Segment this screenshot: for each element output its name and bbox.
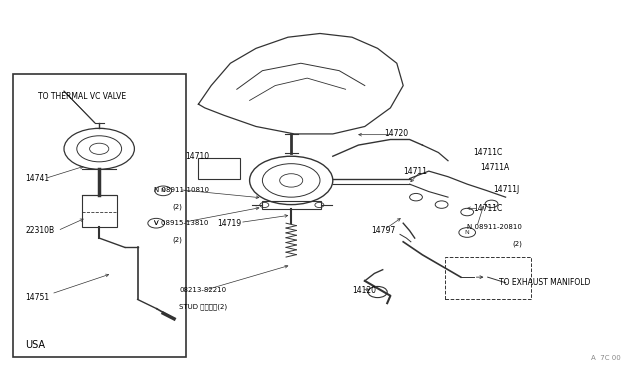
Text: 14711C: 14711C: [474, 148, 503, 157]
Text: 14710: 14710: [186, 152, 210, 161]
Text: 14120: 14120: [352, 286, 376, 295]
Bar: [445, 257, 531, 299]
Bar: [198, 158, 240, 179]
Text: (2): (2): [173, 203, 182, 210]
Text: (2): (2): [512, 240, 522, 247]
Text: N 08911-20810: N 08911-20810: [467, 224, 522, 230]
Text: 14711A: 14711A: [480, 163, 509, 172]
Text: 14711: 14711: [403, 167, 428, 176]
Text: 14797: 14797: [371, 226, 396, 235]
Text: 14751: 14751: [26, 293, 50, 302]
Text: 14711J: 14711J: [493, 185, 519, 194]
Text: A  7C 00: A 7C 00: [591, 355, 621, 361]
Bar: [82, 195, 117, 227]
Text: 14741: 14741: [26, 174, 50, 183]
Text: 08213-82210: 08213-82210: [179, 287, 227, 293]
Text: 22310B: 22310B: [26, 226, 55, 235]
Text: 14711C: 14711C: [474, 204, 503, 213]
Text: N 08911-10810: N 08911-10810: [154, 187, 209, 193]
Text: TO THERMAL VC VALVE: TO THERMAL VC VALVE: [38, 92, 127, 101]
Text: 14719: 14719: [218, 219, 242, 228]
Text: TO EXHAUST MANIFOLD: TO EXHAUST MANIFOLD: [499, 278, 591, 287]
Text: 14720: 14720: [384, 129, 408, 138]
Text: V: V: [154, 221, 158, 226]
Text: USA: USA: [26, 340, 45, 350]
Bar: [262, 201, 321, 209]
Text: STUD スタッド(2): STUD スタッド(2): [179, 304, 227, 310]
Text: (2): (2): [173, 237, 182, 243]
Bar: [13, 74, 186, 357]
Text: N: N: [465, 230, 470, 235]
Text: V 08915-13810: V 08915-13810: [154, 220, 208, 226]
Text: N: N: [161, 188, 166, 193]
